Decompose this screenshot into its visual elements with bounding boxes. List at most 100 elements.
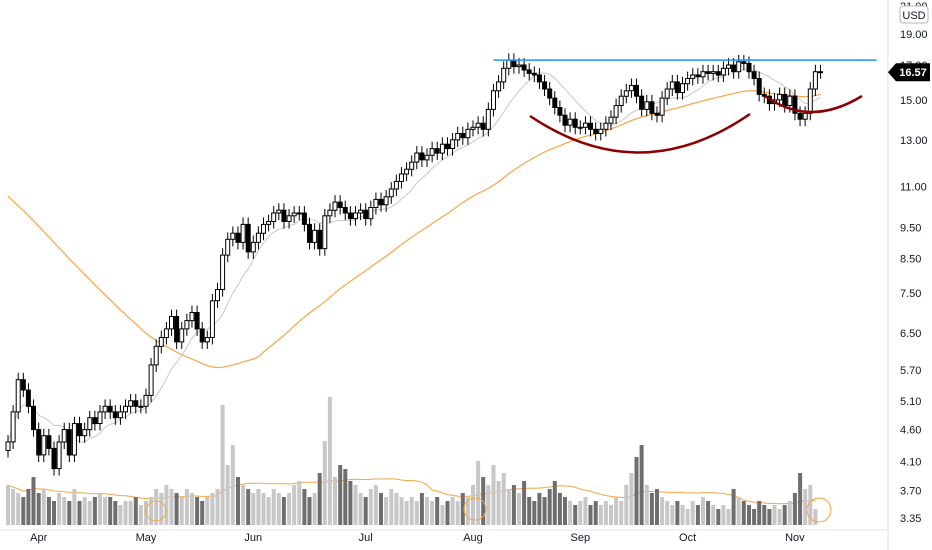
volume-bar: [455, 501, 460, 525]
volume-bar: [302, 489, 307, 525]
volume-bar: [353, 485, 358, 525]
candle-up: [506, 59, 512, 69]
candle-down: [593, 128, 599, 135]
price-tick-label: 11.00: [900, 181, 927, 193]
candle-down: [521, 64, 527, 71]
volume-bar: [276, 493, 281, 525]
candle-down: [654, 112, 660, 116]
cup-arc: [529, 112, 751, 154]
candle-up: [373, 198, 379, 208]
candle-up: [644, 101, 650, 110]
volume-bar: [92, 497, 97, 525]
volume-bar: [649, 493, 654, 525]
candle-up: [787, 95, 793, 106]
candle-down: [66, 429, 72, 456]
candle-down: [731, 64, 737, 73]
candle-down: [445, 143, 450, 150]
volume-bar: [537, 493, 542, 525]
candle-up: [455, 133, 461, 141]
volume-bar: [752, 509, 757, 525]
candle-up: [720, 67, 726, 76]
candle-up: [153, 345, 159, 366]
time-tick-label: Jul: [359, 532, 373, 544]
candle-up: [123, 405, 128, 413]
volume-bar: [36, 493, 41, 525]
candle-up: [404, 168, 410, 175]
time-axis[interactable]: Apr May Jun Jul Aug Sep Oct Nov: [30, 532, 805, 544]
candle-up: [628, 84, 634, 92]
volume-bar: [363, 497, 368, 525]
volume-bar: [292, 485, 297, 525]
candle-down: [460, 133, 466, 139]
candle-down: [77, 423, 82, 437]
candle-up: [685, 78, 691, 85]
candle-up: [5, 441, 11, 451]
volume-bar: [603, 501, 608, 525]
candle-up: [322, 215, 328, 250]
candle-up: [807, 88, 813, 114]
candle-up: [496, 81, 502, 92]
volume-highlight-circle: [145, 500, 167, 522]
volume-bar: [695, 505, 700, 525]
time-tick-label: May: [136, 532, 157, 544]
candle-up: [485, 108, 491, 130]
candle-up: [608, 116, 614, 124]
candle-down: [20, 379, 26, 391]
volume-bar: [394, 493, 399, 525]
candle-down: [634, 84, 639, 97]
volume-bar: [506, 489, 511, 525]
volume-bar: [404, 501, 409, 525]
candle-down: [588, 122, 593, 130]
price-tick-label: 5.10: [900, 396, 921, 408]
candle-down: [363, 209, 369, 220]
candle-up: [143, 394, 149, 407]
volume-bar: [716, 509, 721, 525]
candle-up: [41, 435, 47, 456]
candle-down: [572, 118, 578, 128]
volume-bar: [343, 469, 348, 525]
volume-bar: [87, 501, 92, 525]
candle-down: [756, 78, 762, 95]
volume-bar: [159, 493, 164, 525]
candle-up: [577, 126, 583, 129]
volume-bar: [6, 485, 10, 525]
candle-up: [358, 209, 364, 214]
volume-bar: [154, 489, 159, 525]
volume-bar: [701, 497, 705, 525]
candle-up: [87, 417, 93, 431]
time-tick-label: Sep: [571, 532, 591, 544]
volume-bar: [11, 489, 16, 525]
price-tick-label: 13.00: [900, 135, 928, 147]
candle-up: [312, 229, 318, 243]
candle-up: [818, 71, 823, 74]
candle-up: [266, 221, 272, 225]
volume-bar: [57, 493, 62, 525]
candle-down: [107, 405, 113, 413]
candle-up: [680, 83, 685, 94]
volume-bar: [379, 493, 383, 525]
candle-up: [368, 207, 374, 220]
volume-highlight-circle: [463, 497, 487, 521]
volume-bar: [133, 497, 138, 525]
candle-up: [812, 71, 818, 90]
candle-down: [199, 328, 205, 343]
candle-up: [179, 328, 185, 343]
candle-down: [751, 71, 757, 79]
volume-bar: [736, 497, 741, 525]
candle-up: [777, 93, 783, 101]
candle-down: [337, 201, 343, 209]
volume-bar: [164, 485, 169, 525]
candle-up: [516, 64, 522, 68]
candle-up: [439, 143, 445, 154]
volume-bar: [113, 501, 118, 525]
candle-down: [245, 223, 251, 253]
candle-down: [25, 389, 31, 407]
candle-down: [342, 207, 348, 214]
volume-bar: [108, 497, 113, 525]
volume-bar: [77, 501, 82, 525]
price-tick-label: 5.70: [900, 365, 921, 377]
candle-up: [255, 232, 261, 243]
candle-up: [409, 161, 415, 170]
volume-bar: [665, 501, 670, 525]
